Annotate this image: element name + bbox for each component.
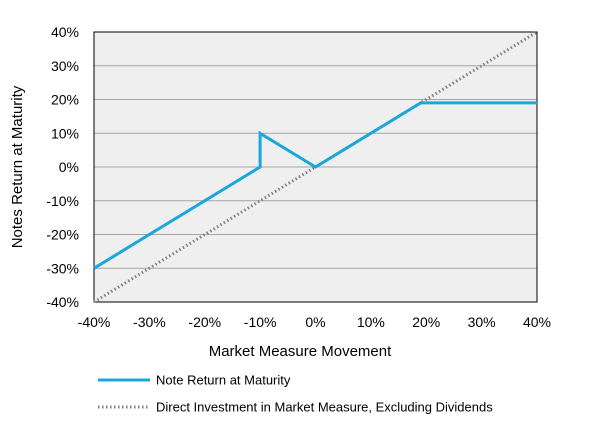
y-tick-label: -40% — [46, 294, 79, 310]
x-axis-title: Market Measure Movement — [209, 343, 392, 360]
x-tick-label: -40% — [78, 314, 111, 330]
x-tick-label: 20% — [412, 314, 440, 330]
plot-border — [93, 31, 538, 303]
y-tick-label: 40% — [51, 24, 79, 40]
legend-label-direct-investment: Direct Investment in Market Measure, Exc… — [156, 400, 493, 415]
y-tick-label: 30% — [51, 58, 79, 74]
x-tick-label: -20% — [188, 314, 221, 330]
series-lines — [93, 30, 538, 304]
legend-label-note-return: Note Return at Maturity — [156, 373, 291, 388]
y-tick-label: 10% — [51, 125, 79, 141]
direct-investment-line — [93, 30, 538, 304]
x-tick-label: -10% — [244, 314, 277, 330]
x-tick-label: -30% — [133, 314, 166, 330]
y-tick-label: -20% — [46, 227, 79, 243]
x-tick-label: 40% — [523, 314, 551, 330]
x-tick-label: 30% — [468, 314, 496, 330]
y-tick-label: 0% — [59, 159, 79, 175]
grid-lines — [94, 65, 537, 269]
x-tick-label: 0% — [305, 314, 325, 330]
y-tick-label: -10% — [46, 193, 79, 209]
y-tick-label: 20% — [51, 92, 79, 108]
x-tick-label: 10% — [357, 314, 385, 330]
y-axis-title: Notes Return at Maturity — [9, 85, 26, 248]
legend: Note Return at Maturity Direct Investmen… — [98, 373, 493, 415]
x-tick-labels: -40% -30% -20% -10% 0% 10% 20% 30% 40% — [78, 314, 551, 330]
note-return-line — [93, 101, 537, 270]
y-tick-labels: 40% 30% 20% 10% 0% -10% -20% -30% -40% — [46, 24, 79, 310]
y-tick-label: -30% — [46, 260, 79, 276]
